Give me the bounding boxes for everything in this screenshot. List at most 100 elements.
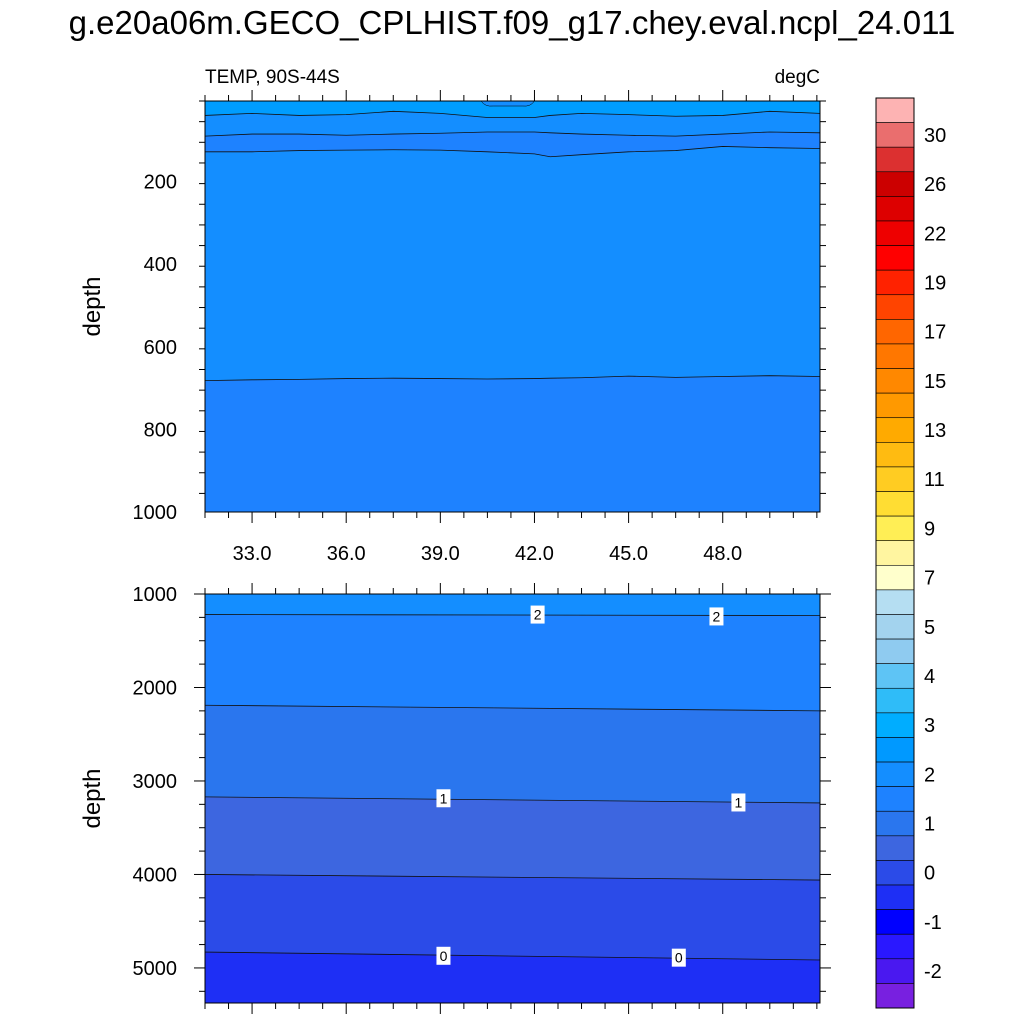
lower-ytick-label: 1000 (133, 584, 178, 606)
colorbar-box (875, 97, 915, 123)
colorbar-box (875, 417, 915, 443)
upper-contour-line-1 (205, 131, 820, 137)
colorbar-label: 15 (924, 371, 946, 393)
upper-ytick-label: 1000 (133, 502, 178, 524)
upper-xtick-label: 36.0 (327, 543, 366, 565)
colorbar-box (875, 638, 915, 664)
colorbar-label: 11 (924, 469, 945, 491)
colorbar-label: 30 (924, 125, 946, 147)
colorbar-box (875, 933, 915, 960)
lower-contour-label-box-2 (436, 789, 451, 808)
lower-contour-line-3 (205, 874, 820, 881)
lower-ytick-label: 3000 (133, 771, 178, 793)
upper-xtick-label: 45.0 (609, 543, 648, 565)
lower-ytick-label: 5000 (133, 958, 178, 980)
upper-ylabel: depth (79, 276, 106, 336)
lower-contour-label: 1 (735, 794, 743, 810)
colorbar-box (875, 564, 915, 591)
upper-xtick-label: 48.0 (703, 543, 742, 565)
colorbar-box (875, 491, 915, 517)
colorbar-label: -1 (924, 912, 942, 934)
upper-plot-area (205, 101, 820, 512)
colorbar-box (875, 392, 915, 419)
colorbar-box (875, 122, 915, 148)
colorbar-box (875, 515, 915, 542)
colorbar-box (875, 171, 915, 197)
colorbar-box (875, 663, 915, 689)
upper-ytick-label: 200 (144, 172, 177, 194)
panel-left-label: TEMP, 90S-44S (205, 67, 340, 88)
colorbar-box (875, 786, 915, 812)
colorbar-label: -2 (924, 961, 942, 983)
upper-xtick-label: 42.0 (515, 543, 554, 565)
lower-contour-label: 1 (440, 790, 448, 806)
lower-contour-label: 0 (675, 950, 683, 966)
colorbar-box (875, 687, 915, 714)
colorbar-box (875, 835, 915, 861)
lower-contour-panel: 2 2 1 1 0 0 1000 2000 3000 4000 5000 depth (79, 583, 831, 1014)
colorbar-label: 19 (924, 272, 946, 294)
lower-ytick-label: 2000 (133, 677, 178, 699)
colorbar-box (875, 220, 915, 246)
lower-contour-label-box-3 (731, 793, 746, 812)
colorbar-label: 0 (924, 863, 935, 885)
upper-xtick-label: 33.0 (233, 543, 272, 565)
lower-contour-label: 2 (534, 607, 542, 623)
panel-right-label: degC (775, 67, 820, 88)
colorbar-label: 4 (924, 666, 935, 688)
lower-contour-label: 2 (713, 608, 721, 624)
colorbar-label: 5 (924, 617, 935, 639)
figure-title: g.e20a06m.GECO_CPLHIST.f09_g17.chey.eval… (68, 4, 956, 41)
lower-contour-line-4 (205, 951, 820, 961)
colorbar-box (875, 442, 915, 468)
colorbar-label: 26 (924, 174, 946, 196)
lower-contour-line-2 (205, 796, 820, 804)
upper-band-5 (205, 375, 820, 512)
colorbar-box (875, 319, 915, 345)
colorbar-label: 22 (924, 223, 946, 245)
upper-plot-frame (204, 100, 821, 513)
lower-contour-label-box-0 (530, 605, 545, 624)
colorbar-box (875, 196, 915, 222)
lower-ytick-label: 4000 (133, 864, 178, 886)
colorbar-box (875, 614, 915, 640)
lower-ylabel: depth (79, 768, 106, 828)
colorbar-box (875, 368, 915, 394)
colorbar-box (875, 294, 915, 320)
upper-contour-line-2 (205, 146, 820, 158)
upper-ytick-label: 400 (144, 254, 177, 276)
colorbar-box (875, 245, 915, 271)
colorbar-label: 17 (924, 322, 946, 344)
upper-contour-line-0 (205, 110, 820, 118)
upper-ytick-label: 600 (144, 337, 177, 359)
colorbar-label: 13 (924, 420, 946, 442)
colorbar-box (875, 540, 915, 566)
upper-xtick-label: 39.0 (421, 543, 460, 565)
colorbar-box (875, 712, 915, 738)
upper-band-1 (205, 101, 820, 118)
colorbar-box (875, 343, 915, 369)
colorbar-box (875, 810, 915, 837)
lower-contour-label-box-1 (709, 607, 724, 626)
colorbar-label: 7 (924, 568, 935, 590)
lower-plot-frame (204, 593, 821, 1004)
colorbar: 30 26 22 19 17 15 13 11 9 7 5 4 3 2 1 0 -1 -2 (875, 97, 946, 1009)
colorbar-label: 2 (924, 764, 935, 786)
colorbar-label: 9 (924, 518, 935, 540)
colorbar-box (875, 737, 915, 763)
colorbar-box (875, 589, 915, 615)
lower-contour-label-box-4 (436, 946, 451, 965)
colorbar-label: 3 (924, 715, 935, 737)
colorbar-box (875, 761, 915, 787)
colorbar-box (875, 909, 915, 935)
colorbar-box (875, 884, 915, 910)
colorbar-box (875, 958, 915, 984)
upper-contour-line-3 (205, 375, 820, 382)
colorbar-frame (875, 97, 915, 1009)
lower-band-5 (205, 952, 820, 1003)
upper-contour-panel: 200 400 600 800 1000 33.0 36.0 39.0 42.0 45.0 48.0… (79, 67, 826, 565)
lower-plot-area (205, 594, 820, 1003)
colorbar-box (875, 860, 915, 886)
colorbar-box (875, 983, 915, 1009)
